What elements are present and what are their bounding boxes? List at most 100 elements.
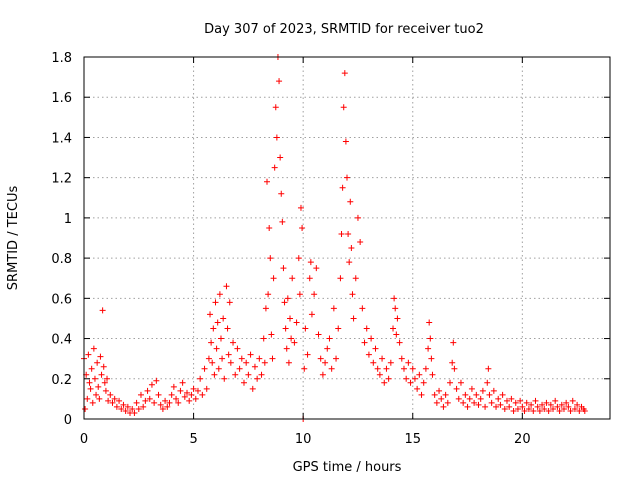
data-point	[287, 315, 294, 322]
data-point	[87, 385, 94, 392]
data-point	[234, 345, 241, 352]
data-point	[270, 275, 277, 282]
x-tick-label: 15	[404, 432, 421, 447]
data-point	[339, 184, 346, 191]
data-point	[162, 397, 169, 404]
data-point	[280, 265, 287, 272]
data-point	[296, 291, 303, 298]
data-point	[409, 365, 416, 372]
data-point	[258, 371, 265, 378]
data-point	[512, 399, 519, 406]
y-tick-label: 0	[64, 413, 72, 428]
data-point	[392, 305, 399, 312]
data-point	[536, 407, 543, 414]
data-point	[414, 385, 421, 392]
data-point	[357, 239, 364, 246]
data-point	[418, 391, 425, 398]
data-point	[475, 401, 482, 408]
data-point	[428, 355, 435, 362]
data-point	[104, 375, 111, 382]
data-point	[484, 379, 491, 386]
data-point	[215, 365, 222, 372]
data-point	[519, 403, 526, 410]
data-point	[528, 401, 535, 408]
data-point	[214, 319, 221, 326]
data-point	[116, 397, 123, 404]
data-point	[247, 351, 254, 358]
data-point	[168, 391, 175, 398]
data-point	[376, 371, 383, 378]
data-point	[135, 405, 142, 412]
data-point	[499, 391, 506, 398]
data-point	[94, 359, 101, 366]
data-point	[124, 403, 131, 410]
data-point	[308, 311, 315, 318]
data-point	[164, 403, 171, 410]
data-point	[330, 305, 337, 312]
data-point	[497, 401, 504, 408]
data-point	[315, 331, 322, 338]
data-point	[238, 355, 245, 362]
y-tick-label: 1.8	[51, 51, 72, 66]
data-point	[282, 325, 289, 332]
x-tick-label: 5	[189, 432, 197, 447]
data-point	[543, 399, 550, 406]
data-point	[210, 325, 217, 332]
data-point	[93, 391, 100, 398]
data-point	[211, 371, 218, 378]
data-point	[576, 407, 583, 414]
data-point	[293, 319, 300, 326]
y-tick-label: 0.8	[51, 252, 72, 267]
data-point	[433, 399, 440, 406]
data-point	[340, 104, 347, 111]
x-tick-label: 0	[80, 432, 88, 447]
data-point	[272, 104, 279, 111]
data-point	[273, 134, 280, 141]
data-point	[348, 245, 355, 252]
data-point	[85, 351, 92, 358]
data-point	[571, 405, 578, 412]
data-point	[383, 365, 390, 372]
data-point	[219, 355, 226, 362]
data-point	[317, 355, 324, 362]
data-point	[352, 275, 359, 282]
data-point	[151, 399, 158, 406]
data-point	[365, 351, 372, 358]
data-point	[405, 359, 412, 366]
data-point	[96, 395, 103, 402]
data-point	[341, 70, 348, 77]
data-point	[232, 371, 239, 378]
data-point	[363, 325, 370, 332]
data-point	[276, 78, 283, 85]
data-point	[387, 359, 394, 366]
data-point	[554, 403, 561, 410]
data-point	[444, 399, 451, 406]
data-point	[328, 365, 335, 372]
data-point	[173, 395, 180, 402]
data-point	[379, 355, 386, 362]
data-point	[109, 399, 116, 406]
data-point	[285, 359, 292, 366]
data-point	[350, 315, 357, 322]
data-point	[157, 401, 164, 408]
data-point	[400, 365, 407, 372]
data-point	[283, 345, 290, 352]
data-point	[181, 393, 188, 400]
data-point	[186, 397, 193, 404]
data-point	[277, 154, 284, 161]
data-point	[567, 407, 574, 414]
data-point	[262, 305, 269, 312]
data-point	[493, 403, 500, 410]
data-point	[541, 405, 548, 412]
data-point	[227, 359, 234, 366]
data-point	[91, 375, 98, 382]
data-point	[473, 391, 480, 398]
data-point	[267, 255, 274, 262]
data-point	[221, 375, 228, 382]
data-point	[226, 299, 233, 306]
data-point	[517, 397, 524, 404]
data-point	[289, 275, 296, 282]
data-point	[525, 405, 532, 412]
data-point	[194, 387, 201, 394]
data-point	[394, 315, 401, 322]
